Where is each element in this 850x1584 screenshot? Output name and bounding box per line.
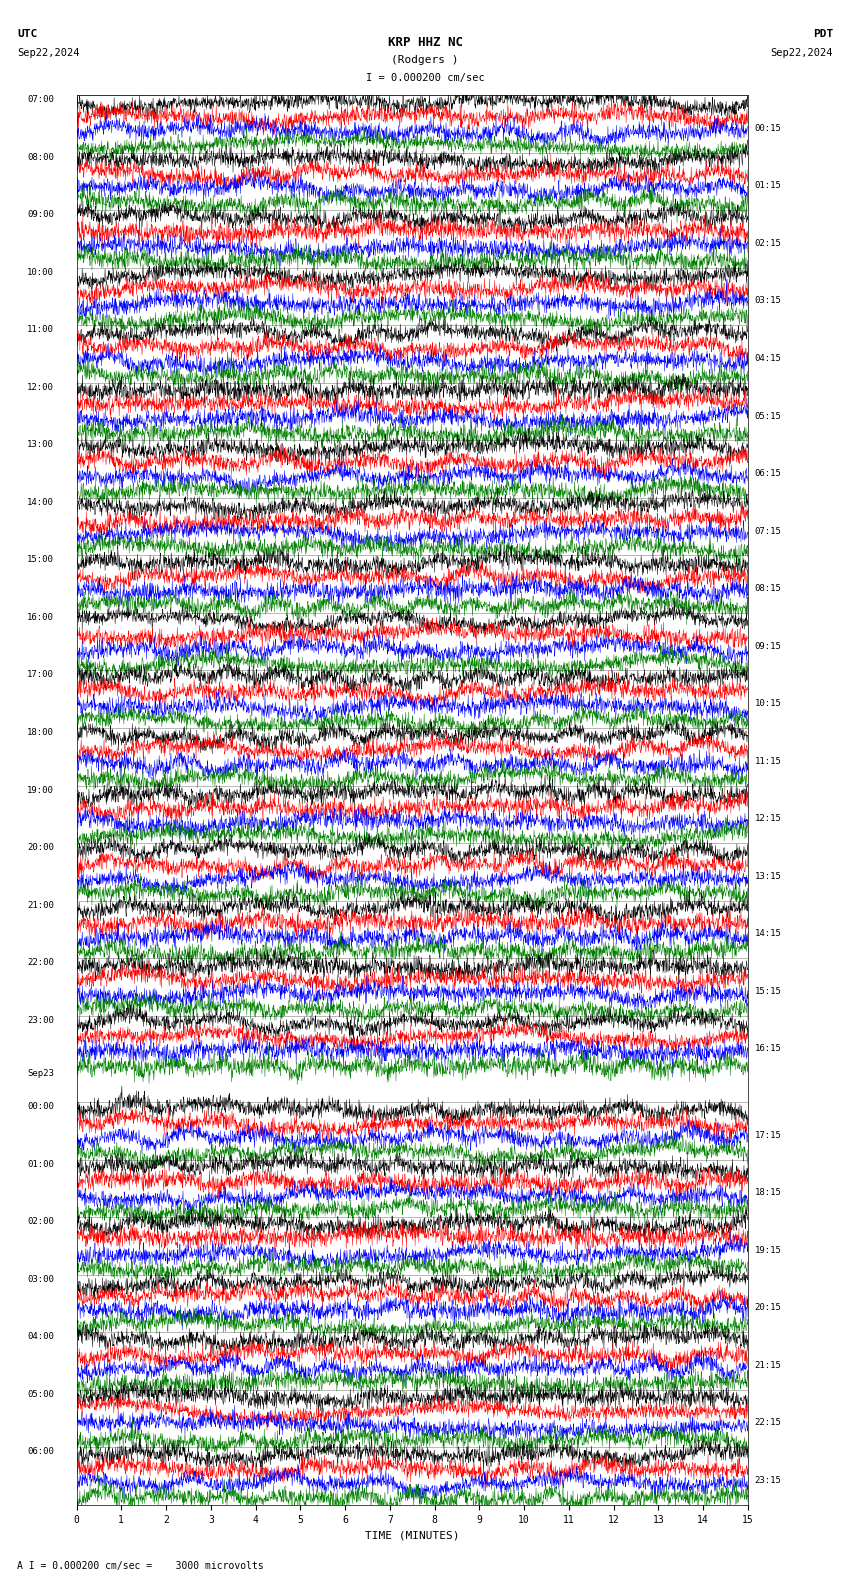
- Text: I = 0.000200 cm/sec: I = 0.000200 cm/sec: [366, 73, 484, 82]
- Text: 12:15: 12:15: [755, 814, 782, 824]
- Text: 15:00: 15:00: [27, 556, 54, 564]
- Text: 13:00: 13:00: [27, 440, 54, 450]
- Text: 18:15: 18:15: [755, 1188, 782, 1198]
- Text: 11:00: 11:00: [27, 325, 54, 334]
- Text: 03:15: 03:15: [755, 296, 782, 306]
- Text: 09:15: 09:15: [755, 642, 782, 651]
- Text: 17:00: 17:00: [27, 670, 54, 680]
- Text: 10:15: 10:15: [755, 699, 782, 708]
- Text: 11:15: 11:15: [755, 757, 782, 765]
- Text: 06:15: 06:15: [755, 469, 782, 478]
- Text: Sep22,2024: Sep22,2024: [770, 48, 833, 57]
- Text: 03:00: 03:00: [27, 1275, 54, 1283]
- Text: 21:15: 21:15: [755, 1361, 782, 1370]
- Text: 13:15: 13:15: [755, 871, 782, 881]
- Text: UTC: UTC: [17, 29, 37, 38]
- Text: 07:15: 07:15: [755, 526, 782, 535]
- Text: 08:15: 08:15: [755, 584, 782, 592]
- Text: 06:00: 06:00: [27, 1448, 54, 1456]
- Text: 15:15: 15:15: [755, 987, 782, 996]
- Text: KRP HHZ NC: KRP HHZ NC: [388, 36, 462, 49]
- Text: 05:15: 05:15: [755, 412, 782, 420]
- Text: 14:00: 14:00: [27, 497, 54, 507]
- Text: 16:15: 16:15: [755, 1044, 782, 1053]
- Text: 00:00: 00:00: [27, 1102, 54, 1110]
- Text: 20:15: 20:15: [755, 1304, 782, 1313]
- Text: 20:00: 20:00: [27, 843, 54, 852]
- Text: 18:00: 18:00: [27, 729, 54, 737]
- Text: 09:00: 09:00: [27, 211, 54, 219]
- Text: 05:00: 05:00: [27, 1389, 54, 1399]
- Text: 23:00: 23:00: [27, 1015, 54, 1025]
- Text: Sep23: Sep23: [27, 1069, 54, 1077]
- Text: 16:00: 16:00: [27, 613, 54, 623]
- X-axis label: TIME (MINUTES): TIME (MINUTES): [365, 1530, 460, 1540]
- Text: 19:15: 19:15: [755, 1247, 782, 1255]
- Text: 02:00: 02:00: [27, 1217, 54, 1226]
- Text: 17:15: 17:15: [755, 1131, 782, 1140]
- Text: (Rodgers ): (Rodgers ): [391, 55, 459, 65]
- Text: 23:15: 23:15: [755, 1476, 782, 1486]
- Text: 14:15: 14:15: [755, 930, 782, 938]
- Text: 04:00: 04:00: [27, 1332, 54, 1342]
- Text: 22:15: 22:15: [755, 1419, 782, 1427]
- Text: 04:15: 04:15: [755, 353, 782, 363]
- Text: 22:00: 22:00: [27, 958, 54, 968]
- Text: 07:00: 07:00: [27, 95, 54, 105]
- Text: Sep22,2024: Sep22,2024: [17, 48, 80, 57]
- Text: 02:15: 02:15: [755, 239, 782, 247]
- Text: A I = 0.000200 cm/sec =    3000 microvolts: A I = 0.000200 cm/sec = 3000 microvolts: [17, 1562, 264, 1571]
- Text: 01:15: 01:15: [755, 181, 782, 190]
- Text: 01:00: 01:00: [27, 1159, 54, 1169]
- Text: 21:00: 21:00: [27, 901, 54, 909]
- Text: 00:15: 00:15: [755, 124, 782, 133]
- Text: 19:00: 19:00: [27, 786, 54, 795]
- Text: 10:00: 10:00: [27, 268, 54, 277]
- Text: 12:00: 12:00: [27, 383, 54, 391]
- Text: PDT: PDT: [813, 29, 833, 38]
- Text: 08:00: 08:00: [27, 152, 54, 162]
